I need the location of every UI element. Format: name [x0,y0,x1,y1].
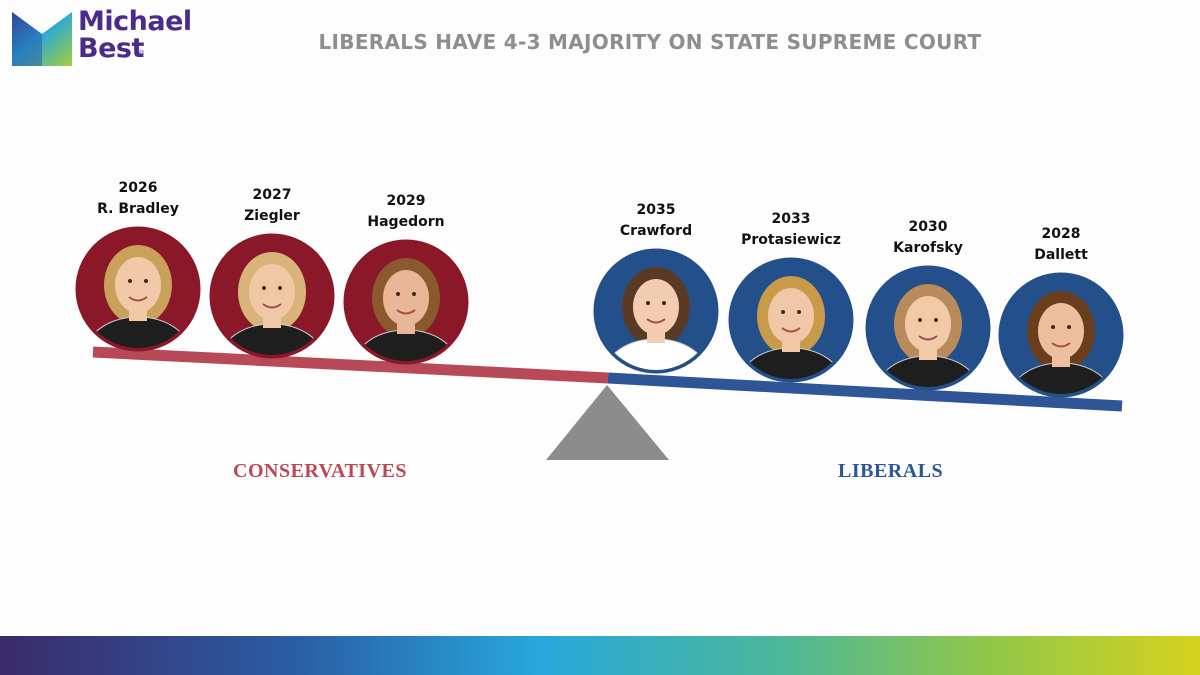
portrait-ring [343,239,469,365]
eye-left [128,279,132,283]
eye-left [918,318,922,322]
face [633,279,679,335]
page-title: LIBERALS HAVE 4-3 MAJORITY ON STATE SUPR… [318,30,982,54]
liberal-justice-label-0: 2035 Crawford [581,200,731,242]
portrait-ring [75,226,201,352]
fulcrum-triangle [546,385,669,460]
liberals-label: LIBERALS [838,460,944,482]
smile [781,327,801,333]
liberal-portrait-3 [998,272,1124,398]
eye-right [1067,325,1071,329]
eye-left [396,292,400,296]
smile [128,296,148,302]
logo-line2: Best [78,33,144,64]
conservative-portrait-2 [343,239,469,365]
justice-term-year: 2035 [636,202,676,218]
justice-name: Karofsky [893,240,963,256]
justice-name: R. Bradley [97,201,179,217]
conservative-justice-label-0: 2026 R. Bradley [63,178,213,220]
logo-line1: Michael [78,6,192,37]
conservatives-label: CONSERVATIVES [233,460,407,482]
face [905,296,951,352]
liberal-justice-label-3: 2028 Dallett [986,224,1136,266]
face [768,288,814,344]
smile [1051,342,1071,348]
liberal-portrait-1 [728,257,854,383]
eye-left [646,301,650,305]
beam-conservative [92,346,609,384]
conservative-portrait-0 [75,226,201,352]
justice-name: Hagedorn [367,214,445,230]
liberal-justice-label-1: 2033 Protasiewicz [716,209,866,251]
logo-wordmark: Michael Best [78,8,192,62]
justice-name: Dallett [1034,247,1088,263]
eye-right [797,310,801,314]
justice-name: Crawford [619,223,693,239]
smile [918,335,938,341]
beam-liberal [607,372,1123,412]
portrait-ring [865,265,991,391]
eye-right [412,292,416,296]
smile [646,318,666,324]
conservative-portrait-1 [209,233,335,359]
justice-term-year: 2030 [908,219,948,235]
bottom-gradient-bar [0,636,1200,675]
justice-term-year: 2029 [386,193,426,209]
eye-right [662,301,666,305]
face [1038,303,1084,359]
conservative-justice-label-1: 2027 Ziegler [197,185,347,227]
portrait-ring [728,257,854,383]
face [383,270,429,326]
justice-term-year: 2028 [1041,226,1081,242]
eye-left [781,310,785,314]
portrait-ring [593,248,719,374]
logo-mark [12,12,72,66]
justice-name: Protasiewicz [741,232,841,248]
liberal-portrait-2 [865,265,991,391]
justice-term-year: 2033 [771,211,811,227]
conservative-justice-label-2: 2029 Hagedorn [331,191,481,233]
face [115,257,161,313]
eye-right [934,318,938,322]
portrait-ring [209,233,335,359]
portrait-ring [998,272,1124,398]
eye-right [278,286,282,290]
liberal-justice-label-2: 2030 Karofsky [853,217,1003,259]
justice-term-year: 2026 [118,180,158,196]
smile [262,303,282,309]
liberal-portrait-0 [593,248,719,374]
logo-registered-mark: ® [139,50,145,57]
eye-right [144,279,148,283]
face [249,264,295,320]
eye-left [1051,325,1055,329]
smile [396,309,416,315]
justice-name: Ziegler [244,208,300,224]
eye-left [262,286,266,290]
justice-term-year: 2027 [252,187,292,203]
